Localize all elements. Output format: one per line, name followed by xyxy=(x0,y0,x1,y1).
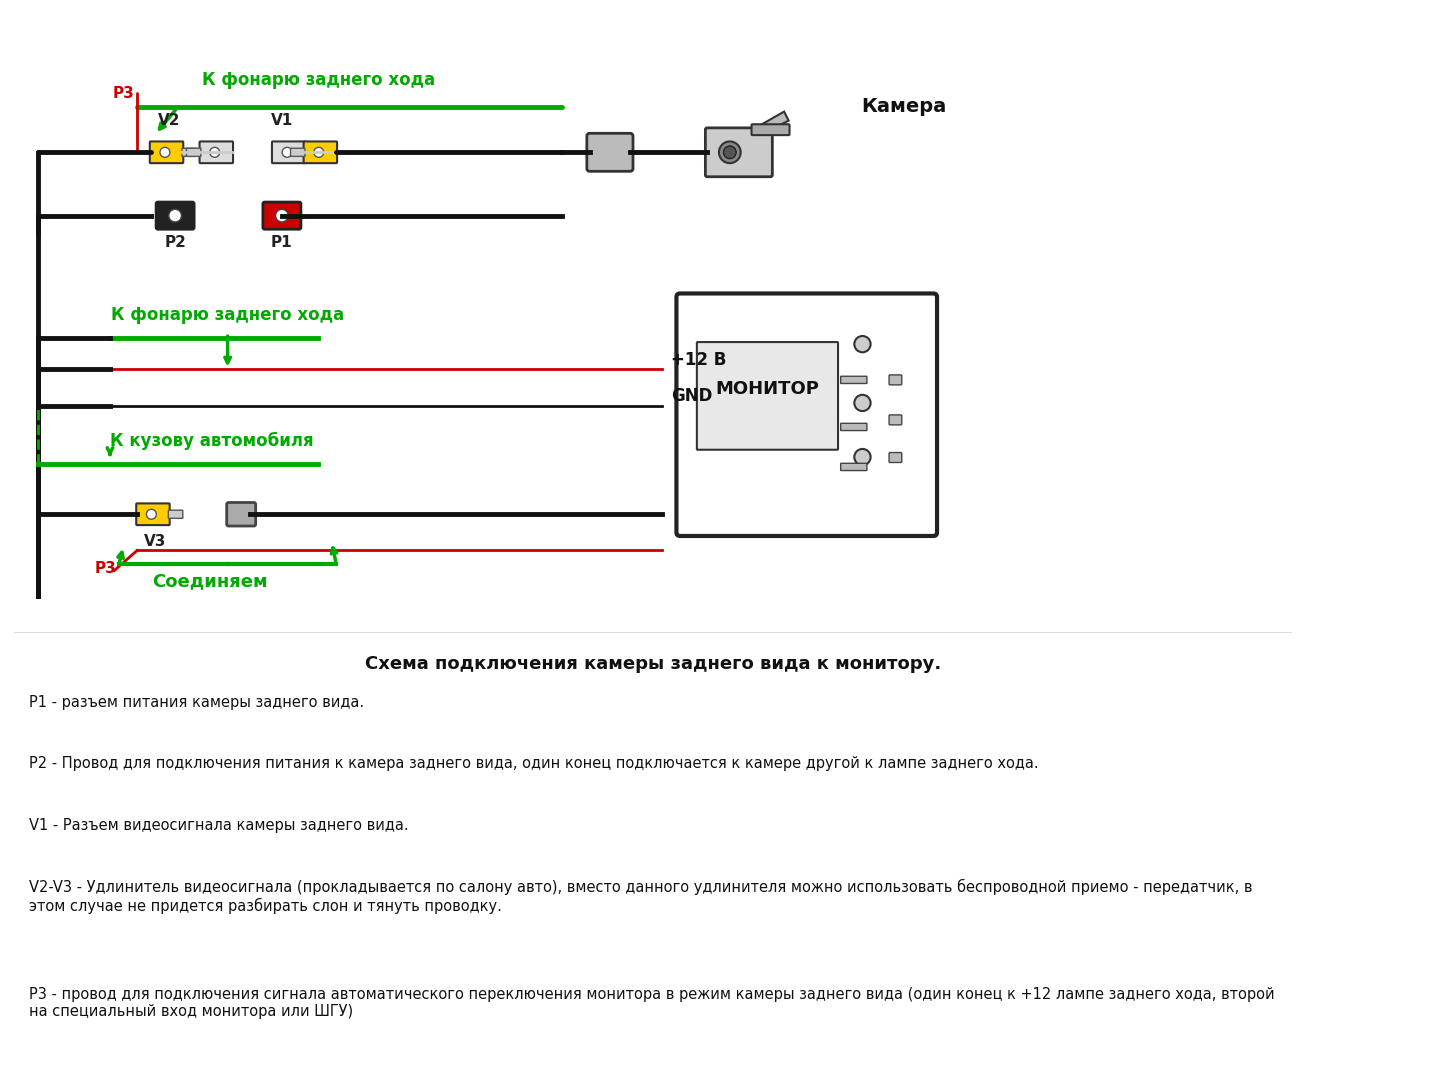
FancyBboxPatch shape xyxy=(841,376,867,384)
FancyBboxPatch shape xyxy=(186,148,202,157)
FancyBboxPatch shape xyxy=(697,342,838,450)
Text: Соединяем: Соединяем xyxy=(151,572,268,591)
Text: P1 - разъем питания камеры заднего вида.: P1 - разъем питания камеры заднего вида. xyxy=(29,696,364,711)
FancyBboxPatch shape xyxy=(272,142,305,163)
Text: V1 - Разъем видеосигнала камеры заднего вида.: V1 - Разъем видеосигнала камеры заднего … xyxy=(29,818,408,833)
Circle shape xyxy=(854,336,871,353)
Text: V2-V3 - Удлинитель видеосигнала (прокладывается по салону авто), вместо данного : V2-V3 - Удлинитель видеосигнала (проклад… xyxy=(29,879,1251,913)
Text: GND: GND xyxy=(671,387,713,405)
FancyBboxPatch shape xyxy=(706,128,772,177)
FancyBboxPatch shape xyxy=(291,148,305,157)
FancyBboxPatch shape xyxy=(588,133,634,172)
FancyBboxPatch shape xyxy=(304,148,318,157)
FancyBboxPatch shape xyxy=(264,203,301,229)
Text: V2: V2 xyxy=(157,114,180,129)
FancyBboxPatch shape xyxy=(841,463,867,471)
Text: P3 - провод для подключения сигнала автоматического переключения монитора в режи: P3 - провод для подключения сигнала авто… xyxy=(29,987,1274,1019)
Circle shape xyxy=(854,449,871,465)
FancyBboxPatch shape xyxy=(200,142,233,163)
Circle shape xyxy=(282,147,292,158)
FancyBboxPatch shape xyxy=(841,423,867,431)
FancyBboxPatch shape xyxy=(226,503,256,526)
Text: Схема подключения камеры заднего вида к монитору.: Схема подключения камеры заднего вида к … xyxy=(364,655,940,672)
Circle shape xyxy=(168,209,181,222)
Text: К фонарю заднего хода: К фонарю заднего хода xyxy=(202,71,435,89)
Text: К кузову автомобиля: К кузову автомобиля xyxy=(109,432,314,450)
Text: P3: P3 xyxy=(95,561,117,576)
Text: P2 - Провод для подключения питания к камера заднего вида, один конец подключает: P2 - Провод для подключения питания к ка… xyxy=(29,757,1038,772)
FancyBboxPatch shape xyxy=(156,203,194,229)
Circle shape xyxy=(210,147,220,158)
Text: P3: P3 xyxy=(112,86,134,101)
Circle shape xyxy=(147,509,157,519)
Text: Камера: Камера xyxy=(861,96,946,116)
FancyBboxPatch shape xyxy=(888,452,901,462)
Text: P1: P1 xyxy=(271,236,292,251)
FancyBboxPatch shape xyxy=(181,148,196,157)
FancyBboxPatch shape xyxy=(888,375,901,385)
Text: К фонарю заднего хода: К фонарю заднего хода xyxy=(111,306,344,324)
FancyBboxPatch shape xyxy=(137,504,170,525)
FancyBboxPatch shape xyxy=(677,294,937,536)
FancyBboxPatch shape xyxy=(150,142,183,163)
Text: P2: P2 xyxy=(164,236,186,251)
FancyBboxPatch shape xyxy=(168,510,183,519)
Circle shape xyxy=(275,209,288,222)
FancyBboxPatch shape xyxy=(304,142,337,163)
FancyBboxPatch shape xyxy=(752,124,789,135)
Text: V3: V3 xyxy=(144,534,167,549)
Circle shape xyxy=(723,146,736,159)
Polygon shape xyxy=(753,111,789,130)
Circle shape xyxy=(719,142,740,163)
Text: V1: V1 xyxy=(271,114,292,129)
FancyBboxPatch shape xyxy=(888,415,901,425)
Circle shape xyxy=(314,147,324,158)
Circle shape xyxy=(854,394,871,411)
Circle shape xyxy=(160,147,170,158)
Text: +12 В: +12 В xyxy=(671,351,726,369)
Text: МОНИТОР: МОНИТОР xyxy=(716,379,819,398)
